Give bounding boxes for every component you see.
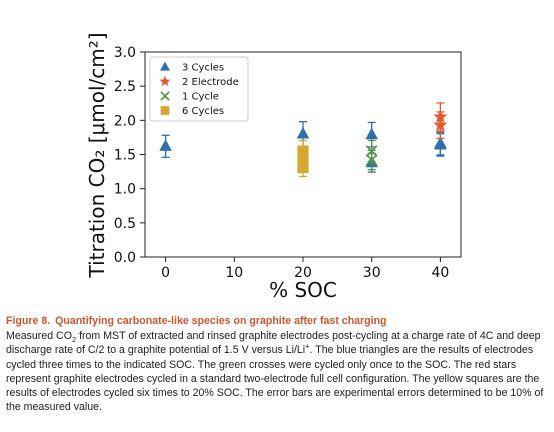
series-1-cycle (365, 139, 378, 171)
square-marker (297, 161, 309, 174)
data-marks (159, 102, 448, 178)
x-tick-label: 10 (225, 265, 243, 281)
square-marker (160, 106, 170, 115)
figure-number: Figure 8. (6, 315, 51, 327)
triangle-marker (159, 139, 172, 151)
y-tick-label: 0.0 (114, 250, 136, 266)
legend-label: 3 Cycles (182, 63, 224, 74)
x-axis-label: % SOC (269, 278, 337, 302)
caption-text-2: from MST of extracted and rinsed graphit… (6, 330, 541, 357)
x-tick-label: 0 (161, 265, 170, 281)
star-marker (159, 75, 171, 87)
y-tick-label: 1.0 (114, 182, 136, 198)
triangle-marker (160, 61, 170, 71)
legend-box (149, 56, 249, 122)
caption-title: Figure 8. Quantifying carbonate-like spe… (6, 314, 550, 328)
triangle-marker (296, 127, 310, 139)
y-tick-label: 2.0 (114, 113, 136, 129)
figure-title: Quantifying carbonate-like species on gr… (55, 315, 387, 327)
y-tick-label: 2.5 (114, 79, 136, 95)
legend-label: 6 Cycles (182, 106, 224, 117)
caption-superscript: + (305, 341, 310, 351)
x-marker-stroke (160, 91, 170, 101)
legend-label: 2 Electrode (182, 77, 239, 88)
y-axis-label: Titration CO₂ [μmol/cm²] (85, 32, 109, 278)
y-tick-label: 1.5 (114, 148, 136, 164)
x-tick-label: 30 (363, 265, 381, 281)
figure-chart: 0 10 20 30 40 0.0 0.5 1.0 1.5 2.0 2.5 3.0 3 Cycles 2… (85, 32, 462, 302)
series-2-electrode (433, 102, 448, 139)
caption-subscript: 2 (71, 335, 77, 345)
triangle-marker (434, 137, 447, 150)
series-6-cycles (297, 139, 309, 178)
x-tick-label: 20 (294, 265, 312, 281)
figure-caption: Figure 8. Quantifying carbonate-like spe… (6, 314, 550, 414)
x-tick-label: 40 (431, 265, 449, 281)
legend-label: 1 Cycle (182, 92, 219, 103)
caption-text-1: Measured CO (6, 330, 72, 343)
caption-text-3: . The blue triangles are the results of … (6, 344, 544, 414)
legend: 3 Cycles 2 Electrode 1 Cycle 6 Cycles (149, 56, 249, 122)
star-marker (433, 117, 448, 132)
axis-ticks: 0 10 20 30 40 0.0 0.5 1.0 1.5 2.0 2.5 3.0 (114, 45, 450, 281)
triangle-marker (365, 127, 378, 140)
y-tick-label: 3.0 (114, 45, 136, 61)
y-tick-label: 0.5 (114, 216, 136, 232)
x-marker-stroke (365, 154, 378, 166)
caption-body: Measured CO2 from MST of extracted and r… (6, 329, 550, 414)
